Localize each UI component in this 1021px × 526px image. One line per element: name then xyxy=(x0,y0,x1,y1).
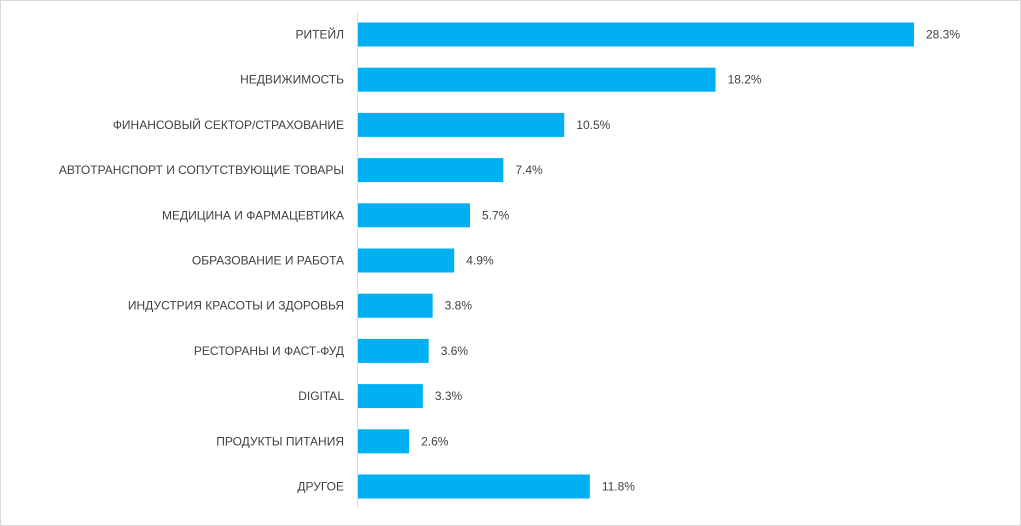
data-label: 10.5% xyxy=(576,118,610,132)
category-label: МЕДИЦИНА И ФАРМАЦЕВТИКА xyxy=(162,208,344,222)
bar xyxy=(358,338,429,363)
category-label: РЕСТОРАНЫ И ФАСТ-ФУД xyxy=(194,344,344,358)
bar xyxy=(358,384,423,409)
category-label: ОБРАЗОВАНИЕ И РАБОТА xyxy=(192,254,344,268)
data-label: 4.9% xyxy=(466,254,494,268)
bar xyxy=(358,112,565,137)
bar xyxy=(358,67,716,92)
data-label: 28.3% xyxy=(926,28,960,42)
data-label: 7.4% xyxy=(515,163,543,177)
bar xyxy=(358,293,433,318)
category-labels-group: РИТЕЙЛ НЕДВИЖИМОСТЬ ФИНАНСОВЫЙ СЕКТОР/СТРА… xyxy=(59,27,344,494)
data-label: 3.3% xyxy=(435,389,463,403)
category-label: ПРОДУКТЫ ПИТАНИЯ xyxy=(216,434,344,448)
category-label: DIGITAL xyxy=(298,389,344,403)
category-label: ИНДУСТРИЯ КРАСОТЫ И ЗДОРОВЬЯ xyxy=(128,299,344,313)
category-label: ДРУГОЕ xyxy=(297,480,344,494)
category-label: НЕДВИЖИМОСТЬ xyxy=(240,73,344,87)
bar xyxy=(358,248,455,273)
data-label: 11.8% xyxy=(602,480,635,494)
bar xyxy=(358,203,470,228)
data-label: 3.8% xyxy=(445,299,473,313)
category-label: АВТОТРАНСПОРТ И СОПУТСТВУЮЩИЕ ТОВАРЫ xyxy=(59,163,344,177)
data-label: 3.6% xyxy=(441,344,469,358)
bars-group xyxy=(358,22,914,499)
bar xyxy=(358,22,914,47)
data-label: 5.7% xyxy=(482,208,510,222)
data-label: 2.6% xyxy=(421,434,449,448)
data-label: 18.2% xyxy=(728,73,762,87)
category-label: ФИНАНСОВЫЙ СЕКТОР/СТРАХОВАНИЕ xyxy=(113,117,344,132)
bar xyxy=(358,474,590,499)
category-label: РИТЕЙЛ xyxy=(296,27,344,42)
value-labels-group: 28.3% 18.2% 10.5% 7.4% 5.7% 4.9% 3.8% 3.6% 3.3% 2… xyxy=(421,28,960,494)
bar xyxy=(358,158,504,183)
bar xyxy=(358,429,410,454)
